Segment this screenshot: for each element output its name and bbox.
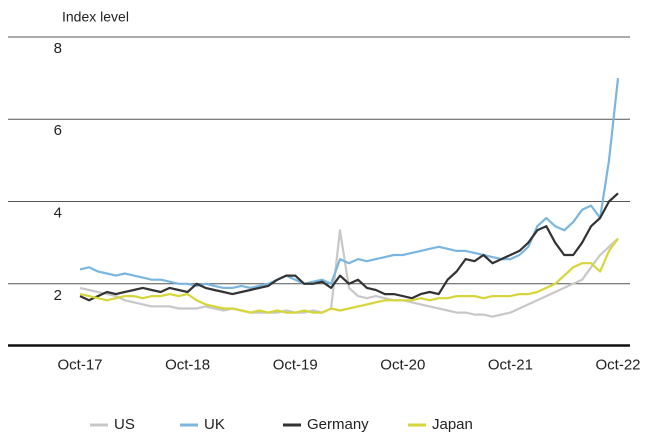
x-tick-label: Oct-19 (273, 356, 318, 373)
x-tick-label: Oct-20 (380, 356, 425, 373)
series-line (79, 229, 619, 318)
series-line (79, 77, 620, 289)
series-line (79, 192, 619, 302)
y-tick-label: 6 (54, 122, 62, 139)
y-tick-label: 8 (54, 40, 62, 57)
x-tick-label: Oct-17 (57, 356, 102, 373)
y-tick-label: 4 (54, 205, 62, 222)
x-tick-label: Oct-18 (165, 356, 210, 373)
legend-label: UK (204, 416, 225, 433)
x-tick-label: Oct-21 (488, 356, 533, 373)
x-tick-label: Oct-22 (595, 356, 640, 373)
y-tick-label: 2 (54, 287, 62, 304)
legend-label: Germany (307, 416, 369, 433)
series-line (79, 237, 619, 314)
y-axis-label: Index level (62, 9, 129, 25)
legend-label: US (114, 416, 135, 433)
legend-label: Japan (432, 416, 473, 433)
